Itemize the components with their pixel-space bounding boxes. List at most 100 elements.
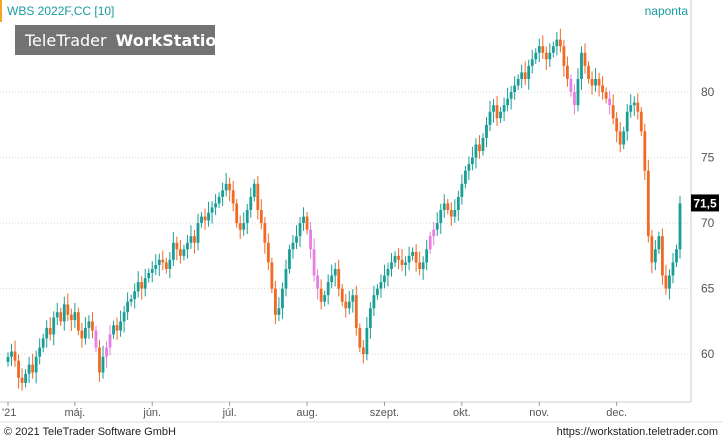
candle-body	[6, 356, 10, 362]
candle-body	[147, 272, 151, 279]
candle-body	[379, 282, 383, 289]
candle-body	[115, 325, 119, 331]
candle-body	[668, 275, 671, 289]
candle-body	[333, 268, 337, 276]
candle-body	[569, 78, 573, 93]
candle-body	[386, 268, 390, 276]
candle-body	[291, 242, 295, 250]
candle-body	[590, 78, 594, 86]
candle-body	[270, 262, 274, 289]
candle-body	[235, 203, 239, 224]
candle-body	[632, 102, 636, 106]
candle-body	[326, 282, 330, 296]
y-axis-ticks: 60 65 70 75 80	[701, 85, 715, 361]
candle-body	[295, 236, 298, 243]
candle-body	[66, 304, 70, 315]
candle-body	[101, 356, 105, 373]
candle-body	[84, 327, 87, 339]
candle-body	[312, 249, 316, 276]
candle-body	[502, 105, 506, 112]
candle-body	[601, 85, 604, 93]
candle-body	[256, 183, 260, 210]
candle-body	[646, 170, 650, 237]
candle-body	[31, 364, 35, 373]
candle-body	[266, 242, 270, 263]
candle-body	[615, 118, 619, 132]
candle-body	[298, 223, 302, 237]
y-tick-label: 80	[701, 85, 715, 99]
candle-body	[302, 216, 305, 224]
candle-body	[340, 288, 344, 302]
candle-body	[397, 255, 400, 260]
candle-body	[594, 78, 597, 86]
x-tick-label: júl.	[222, 407, 237, 419]
candle-body	[221, 190, 225, 197]
candle-body	[319, 288, 323, 302]
last-value-box	[691, 194, 719, 212]
copyright-text: © 2021 TeleTrader Software GmbH	[4, 426, 176, 438]
candle-body	[168, 259, 172, 269]
candle-body	[583, 52, 587, 66]
candle-body	[281, 288, 284, 309]
candle-body	[421, 262, 425, 269]
candle-body	[48, 327, 52, 335]
candle-body	[534, 52, 538, 60]
candle-body	[69, 314, 73, 321]
candle-body	[157, 259, 161, 266]
candle-body	[76, 312, 80, 331]
candle-body	[193, 236, 196, 243]
period-label: naponta	[645, 4, 689, 18]
candle-body	[55, 312, 59, 318]
candle-body	[337, 268, 341, 289]
candle-body	[664, 275, 668, 289]
candle-body	[432, 229, 436, 237]
candle-body	[678, 203, 682, 250]
candle-body	[98, 347, 101, 373]
candle-body	[351, 295, 355, 302]
candle-body	[390, 262, 393, 269]
candle-body	[224, 183, 228, 191]
candle-body	[231, 190, 235, 204]
candle-body	[439, 210, 443, 224]
candle-body	[27, 364, 31, 374]
candle-body	[611, 105, 615, 119]
candle-body	[393, 255, 397, 263]
grid-lines	[0, 91, 691, 355]
candle-body	[347, 301, 351, 309]
candle-body	[143, 278, 147, 289]
candle-body	[618, 131, 622, 145]
y-tick-label: 75	[701, 151, 715, 165]
candle-body	[453, 210, 457, 217]
candle-body	[625, 111, 629, 132]
candle-body	[24, 373, 27, 383]
candle-body	[404, 262, 407, 266]
candle-body	[164, 262, 168, 269]
candle-body	[516, 78, 520, 86]
candle-body	[425, 249, 429, 263]
candle-body	[238, 223, 242, 230]
candle-body	[414, 251, 418, 263]
candle-body	[228, 183, 232, 191]
candle-body	[558, 39, 562, 47]
candle-body	[182, 249, 186, 256]
candle-body	[523, 72, 527, 79]
candle-body	[481, 137, 485, 152]
candle-body	[442, 203, 446, 210]
candle-body	[555, 39, 559, 47]
candle-body	[446, 203, 450, 210]
candle-body	[661, 236, 664, 276]
candle-body	[492, 105, 495, 112]
candle-body	[245, 210, 249, 224]
candle-body	[13, 351, 17, 361]
candle-body	[368, 308, 372, 328]
x-tick-label: szept.	[370, 407, 399, 419]
candle-body	[509, 92, 513, 99]
candle-body	[471, 157, 474, 165]
candle-body	[284, 268, 288, 289]
candle-body	[541, 46, 545, 53]
candle-body	[133, 291, 137, 300]
candle-body	[548, 52, 552, 60]
candle-body	[671, 262, 675, 276]
candle-body	[196, 223, 200, 243]
